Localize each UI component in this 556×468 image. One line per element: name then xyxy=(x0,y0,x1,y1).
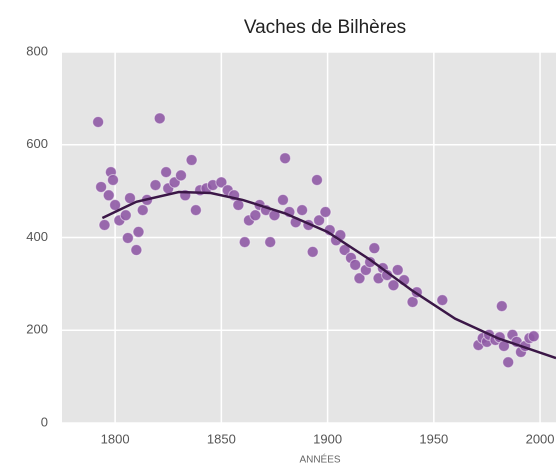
point xyxy=(495,300,508,313)
point xyxy=(136,204,149,217)
point xyxy=(319,205,332,218)
point xyxy=(102,189,115,202)
point xyxy=(279,152,292,165)
point xyxy=(109,199,122,212)
x-tick-label: 1850 xyxy=(207,431,236,446)
point xyxy=(276,193,289,206)
point xyxy=(98,218,111,231)
point xyxy=(249,209,262,222)
point xyxy=(349,258,362,271)
point xyxy=(264,236,277,249)
point xyxy=(232,199,245,212)
point xyxy=(310,173,323,186)
point xyxy=(353,272,366,285)
point xyxy=(149,179,162,192)
point xyxy=(387,279,400,292)
point xyxy=(527,330,540,343)
x-tick-label: 1950 xyxy=(419,431,448,446)
y-tick-label: 800 xyxy=(26,43,48,58)
point xyxy=(502,356,515,369)
point xyxy=(391,263,404,276)
point xyxy=(121,231,134,244)
y-tick-label: 0 xyxy=(41,414,48,429)
point xyxy=(92,116,105,129)
point xyxy=(368,242,381,255)
point xyxy=(119,209,132,222)
y-tick-label: 200 xyxy=(26,322,48,337)
point xyxy=(95,180,108,193)
point xyxy=(185,154,198,167)
point xyxy=(189,204,202,217)
point xyxy=(406,295,419,308)
point xyxy=(174,169,187,182)
chart-title: Vaches de Bilhères xyxy=(244,17,406,38)
x-tick-label: 1900 xyxy=(313,431,342,446)
y-tick-label: 400 xyxy=(26,229,48,244)
point xyxy=(215,176,228,189)
point xyxy=(132,225,145,238)
point xyxy=(130,244,143,257)
point xyxy=(153,112,166,125)
x-tick-label: 1800 xyxy=(101,431,130,446)
point xyxy=(313,214,326,227)
point xyxy=(106,173,119,186)
y-tick-label: 600 xyxy=(26,136,48,151)
trend-line xyxy=(101,190,556,360)
point xyxy=(296,204,309,217)
point xyxy=(160,166,173,179)
x-tick-label: 2000 xyxy=(526,431,555,446)
point xyxy=(238,236,251,249)
point xyxy=(436,294,449,307)
x-axis-label: ANNÉES xyxy=(299,453,340,466)
point xyxy=(306,245,319,258)
